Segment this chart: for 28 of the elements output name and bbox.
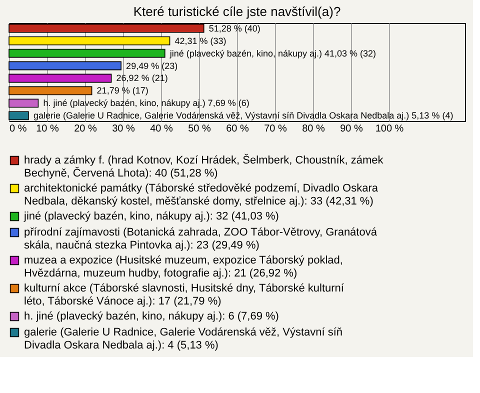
- data-label: 51,28 % (40): [208, 23, 260, 34]
- data-label: galerie (Galerie U Radnice, Galerie Vodárenská věž, Výstavní síň Divadla Oskara Nedbala aj.) 5,13 % (4): [33, 110, 454, 121]
- data-label: 42,31 % (33): [174, 36, 226, 46]
- data-label: jiné (plavecký bazén, kino, nákupy aj.) 41,03 % (32): [168, 48, 376, 58]
- legend-label: hrady a zámky f. (hrad Kotnov, Kozí Hrádek, Šelmberk, Choustník, zámek Bechyně, Červená Lhota): 40 (51,28 %): [24, 154, 384, 180]
- x-tick-label: 70 %: [264, 124, 288, 134]
- data-label: 29,49 % (23): [126, 60, 178, 71]
- x-tick-label: 60 %: [226, 124, 250, 134]
- x-tick-label: 10 %: [36, 124, 60, 134]
- legend-label: kulturní akce (Táborské slavnosti, Husitské dny, Táborské kulturní léto, Táborské Vánoce aj.): 17 (21,79 %): [24, 282, 345, 308]
- legend-label: h. jiné (plavecký bazén, kino, nákupy aj.): 6 (7,69 %): [24, 310, 279, 322]
- data-label: 21,79 % (17): [96, 86, 148, 96]
- legend-label: přírodní zajímavosti (Botanická zahrada, ZOO Tábor-Větrovy, Granátová skála, naučná stezka Pintovka aj.): 23 (29,49 %): [24, 226, 378, 252]
- x-tick-label: 100 %: [375, 124, 404, 134]
- x-tick-label: 20 %: [74, 124, 98, 134]
- data-label: 26,92 % (21): [116, 73, 168, 84]
- x-tick-label: 80 %: [302, 124, 326, 134]
- legend-label: muzea a expozice (Husitské muzeum, expozice Táborský poklad, Hvězdárna, muzeum hudby, fotografie aj.): 21 (26,92 %): [24, 254, 343, 280]
- x-tick-label: 30 %: [112, 124, 136, 134]
- x-tick-label: 90 %: [340, 124, 364, 134]
- legend-label: jiné (plavecký bazén, kino, nákupy aj.): 32 (41,03 %): [23, 210, 279, 222]
- x-tick-label: 50 %: [188, 124, 212, 134]
- legend-label: galerie (Galerie U Radnice, Galerie Vodárenská věž, Výstavní síň Divadla Oskara Nedbala aj.): 4 (5,13 %): [24, 326, 343, 352]
- x-tick-label: 40 %: [150, 124, 174, 134]
- legend-label: architektonické památky (Táborské středověké podzemí, Divadlo Oskara Nedbala, děkanský kostel, měšťanské domy, střelnice aj.): 33 (42,31 %): [24, 182, 379, 208]
- chart-title: Které turistické cíle jste navštívil(a)?: [133, 4, 341, 19]
- data-label: h. jiné (plavecký bazén, kino, nákupy aj.) 7,69 % (6): [43, 98, 250, 108]
- x-tick-label: 0 %: [10, 124, 27, 134]
